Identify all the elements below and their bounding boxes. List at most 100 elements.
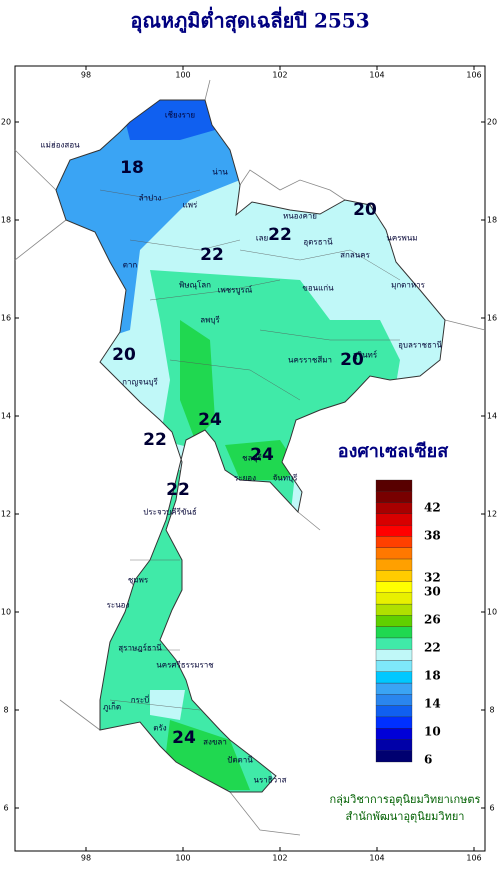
legend-swatch [375,603,413,616]
place-label: สกลนคร [340,251,370,260]
place-label: เลย [256,234,268,243]
legend-swatch [375,716,413,729]
legend-label: 14 [424,697,441,711]
contour-label: 24 [198,410,222,430]
place-label: มุกดาหาร [391,281,426,290]
place-label: อุดรธานี [303,238,333,247]
place-label: หนองคาย [283,212,317,221]
place-label: พิษณุโลก [179,280,211,290]
legend-label: 38 [424,529,441,543]
legend-label: 26 [424,613,441,627]
legend-label: 32 [424,571,441,585]
place-label: ระยอง [234,474,256,483]
legend-swatch [375,513,413,526]
neighbor-borders [14,79,486,836]
map-title: อุณหภูมิต่ำสุดเฉลี่ยปี 2553 [130,6,369,35]
legend-swatch [375,705,413,718]
legend-swatch [375,750,413,763]
legend-label: 42 [424,501,441,515]
lon-tick-label: 106 [466,854,481,863]
legend-swatch [375,479,413,492]
place-label: แพร่ [183,201,198,210]
lat-tick-label: 14 [487,412,497,421]
legend-swatch [375,682,413,695]
legend-label: 6 [424,753,432,767]
contour-label: 20 [112,345,136,365]
legend-swatch [375,649,413,661]
contour-label: 24 [172,728,196,748]
lon-tick-label: 102 [272,71,287,80]
contour-label: 20 [353,200,377,220]
place-label: นครศรีธรรมราช [156,661,214,670]
legend-label: 30 [424,585,441,599]
legend-swatch [375,671,413,684]
place-label: น่าน [212,168,228,177]
legend-swatch [375,570,413,582]
lat-tick-label: 8 [3,706,8,715]
lat-tick-label: 18 [487,216,497,225]
place-label: ชุมพร [128,576,149,585]
legend-swatch [375,502,413,514]
legend-label: 18 [424,669,441,683]
place-label: ปัตตานี [227,756,253,765]
legend-label: 10 [424,725,441,739]
place-label: อุบลราชธานี [398,341,442,350]
contour-label: 22 [143,430,167,450]
province-borders [99,189,401,711]
legend-swatch [375,728,413,740]
place-label: ขอนแก่น [302,284,334,293]
contour-label: 24 [250,445,274,465]
contour-label: 22 [200,245,224,265]
contour-label: 18 [120,158,144,178]
lon-tick-label: 98 [81,71,91,80]
lat-tick-label: 10 [1,608,11,617]
lon-tick-label: 104 [369,854,384,863]
place-label: นครราชสีมา [288,356,332,365]
place-label: จันทบุรี [273,474,299,483]
place-label: ลพบุรี [200,316,220,325]
legend-label: 22 [424,641,441,655]
contour-label: 20 [340,350,364,370]
legend-swatch [375,536,413,548]
lat-tick-label: 10 [487,608,497,617]
place-label: สุราษฎร์ธานี [118,643,162,653]
lat-tick-label: 16 [487,314,497,323]
contour-label: 22 [166,480,190,500]
lon-tick-label: 100 [175,854,190,863]
place-label: ภูเก็ต [103,702,121,713]
place-label: ตาก [123,261,138,270]
legend-swatch [375,660,413,672]
legend-swatch [375,615,413,627]
place-label: นครพนม [386,234,417,243]
legend-swatch [375,592,413,605]
legend-swatch [375,524,413,537]
place-label: เชียงราย [165,111,195,120]
lon-tick-label: 98 [81,854,91,863]
place-label: เพชรบูรณ์ [218,285,253,296]
legend-title: องศาเซลเซียส [338,441,449,462]
lat-tick-label: 14 [1,412,11,421]
lon-tick-label: 104 [369,71,384,80]
lon-tick-label: 106 [466,71,481,80]
legend-swatch [375,694,413,706]
place-label: สุรินทร์ [353,350,378,360]
legend-swatch [375,626,413,639]
place-label: ลำปาง [139,194,162,203]
lat-tick-label: 16 [1,314,11,323]
lat-tick-label: 20 [487,118,497,127]
legend-swatch [375,739,413,751]
credit-line: กลุ่มวิชาการอุตุนิยมวิทยาเกษตร [330,793,481,806]
lat-tick-label: 12 [487,510,497,519]
legend-swatch [375,491,413,503]
lon-tick-label: 100 [175,71,190,80]
place-label: กาญจนบุรี [122,378,158,387]
place-label: ระนอง [107,601,130,610]
place-label: ชลบุรี [242,454,262,463]
lat-tick-label: 12 [1,510,11,519]
lat-tick-label: 6 [489,804,494,813]
lat-tick-label: 20 [1,118,11,127]
place-label: นราธิวาส [253,776,286,785]
contour-label: 22 [268,225,292,245]
place-label: แม่ฮ่องสอน [40,141,80,150]
